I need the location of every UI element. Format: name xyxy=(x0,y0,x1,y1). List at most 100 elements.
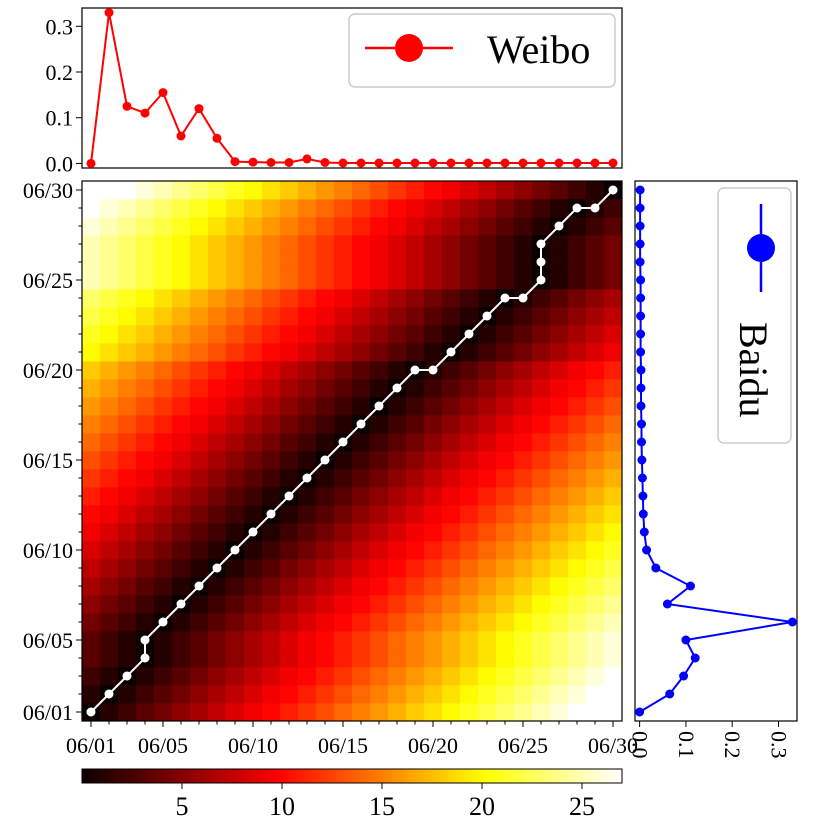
heatmap-cell xyxy=(136,307,155,326)
heatmap-cell xyxy=(136,271,155,290)
heatmap-cell xyxy=(424,199,443,218)
heatmap-cell xyxy=(442,487,461,506)
y-tick-label: 06/15 xyxy=(23,448,73,473)
heatmap-cell xyxy=(100,577,119,596)
heatmap-cell xyxy=(82,433,101,452)
heatmap-cell xyxy=(262,451,281,470)
heatmap-cell xyxy=(568,235,587,254)
heatmap-cell xyxy=(568,505,587,524)
heatmap-cell xyxy=(568,325,587,344)
heatmap-cell xyxy=(586,487,605,506)
heatmap-cell xyxy=(82,451,101,470)
heatmap-cell xyxy=(82,631,101,650)
weibo-point xyxy=(104,8,114,18)
heatmap-cell xyxy=(208,397,227,416)
heatmap-cell xyxy=(496,451,515,470)
heatmap-cell xyxy=(316,181,335,200)
baidu-point xyxy=(639,527,649,537)
heatmap-cell xyxy=(442,451,461,470)
heatmap-cell xyxy=(154,181,173,200)
heatmap-cell xyxy=(514,523,533,542)
heatmap-cell xyxy=(388,469,407,488)
heatmap-cell xyxy=(442,307,461,326)
heatmap-cell xyxy=(424,703,443,722)
heatmap-cell xyxy=(298,559,317,578)
heatmap-cell xyxy=(406,307,425,326)
heatmap-cell xyxy=(568,541,587,560)
heatmap-cell xyxy=(190,559,209,578)
heatmap-cell xyxy=(352,541,371,560)
colorbar-gradient xyxy=(81,768,623,784)
heatmap-cell xyxy=(514,649,533,668)
heatmap-cell xyxy=(478,289,497,308)
heatmap-cell xyxy=(604,451,623,470)
heatmap-cell xyxy=(100,541,119,560)
heatmap-cell xyxy=(298,397,317,416)
heatmap-cell xyxy=(244,433,263,452)
heatmap-cell xyxy=(496,703,515,722)
heatmap-cell xyxy=(604,217,623,236)
heatmap-cell xyxy=(424,217,443,236)
heatmap-cell xyxy=(262,613,281,632)
heatmap-cell xyxy=(262,181,281,200)
heatmap-cell xyxy=(298,181,317,200)
heatmap-cell xyxy=(568,253,587,272)
heatmap-cell xyxy=(586,613,605,632)
heatmap-cell xyxy=(118,181,137,200)
heatmap-cell xyxy=(334,685,353,704)
heatmap-cell xyxy=(100,433,119,452)
heatmap-cell xyxy=(496,469,515,488)
heatmap-cell xyxy=(496,235,515,254)
heatmap-cell xyxy=(316,199,335,218)
heatmap-cell xyxy=(478,181,497,200)
heatmap-cell xyxy=(388,199,407,218)
heatmap-cell xyxy=(370,487,389,506)
heatmap-cell xyxy=(334,505,353,524)
heatmap-cell xyxy=(82,685,101,704)
heatmap-cell xyxy=(298,487,317,506)
heatmap-cell xyxy=(604,541,623,560)
heatmap-cell xyxy=(388,325,407,344)
heatmap-cell xyxy=(514,253,533,272)
heatmap-cell xyxy=(550,379,569,398)
heatmap-cell xyxy=(280,685,299,704)
path-point xyxy=(140,653,150,663)
heatmap-cell xyxy=(208,199,227,218)
heatmap-cell xyxy=(406,289,425,308)
heatmap-cell xyxy=(442,595,461,614)
heatmap-cell xyxy=(568,595,587,614)
heatmap-cell xyxy=(244,397,263,416)
heatmap-cell xyxy=(370,703,389,722)
heatmap-cell xyxy=(604,307,623,326)
heatmap-cell xyxy=(244,289,263,308)
heatmap-cell xyxy=(190,235,209,254)
heatmap-cell xyxy=(100,379,119,398)
heatmap-cell xyxy=(262,289,281,308)
heatmap-cell xyxy=(280,343,299,362)
heatmap-cell xyxy=(226,433,245,452)
heatmap-cell xyxy=(82,325,101,344)
heatmap-cell xyxy=(334,523,353,542)
heatmap-cell xyxy=(442,181,461,200)
heatmap-cell xyxy=(586,307,605,326)
heatmap-cell xyxy=(352,397,371,416)
heatmap-cell xyxy=(190,613,209,632)
baidu-point xyxy=(679,671,689,681)
heatmap-cell xyxy=(244,577,263,596)
heatmap-cell xyxy=(352,685,371,704)
weibo-point xyxy=(374,158,384,168)
heatmap-cell xyxy=(280,307,299,326)
heatmap-cell xyxy=(514,541,533,560)
heatmap-cell xyxy=(424,559,443,578)
heatmap-cell xyxy=(226,685,245,704)
heatmap-cell xyxy=(118,595,137,614)
heatmap-cell xyxy=(262,595,281,614)
baidu-point xyxy=(636,365,646,375)
heatmap-cell xyxy=(424,505,443,524)
heatmap-cell xyxy=(478,523,497,542)
heatmap-cell xyxy=(388,289,407,308)
heatmap-cell xyxy=(586,667,605,686)
heatmap-cell xyxy=(532,379,551,398)
path-point xyxy=(356,419,366,429)
heatmap-cell xyxy=(100,649,119,668)
